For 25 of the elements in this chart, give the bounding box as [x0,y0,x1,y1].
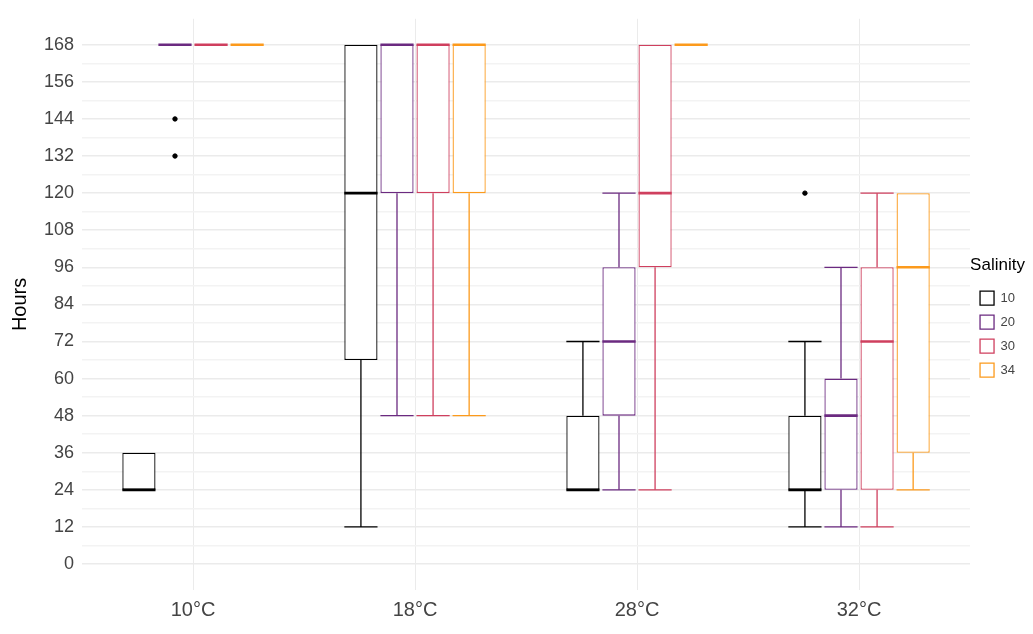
y-tick-label: 156 [43,70,75,91]
y-tick-label: 132 [43,145,75,166]
x-tick-label: 28°C [614,597,660,620]
y-tick-label: 108 [43,219,75,240]
x-tick-label: 10°C [170,597,216,620]
y-tick-label: 72 [54,330,75,351]
legend-title: Salinity [970,254,1026,274]
y-tick-label: 48 [54,404,75,425]
legend-label: 20 [1000,313,1016,329]
y-tick-label: 24 [54,478,75,499]
y-tick-label: 12 [54,515,75,536]
y-tick-label: 0 [64,553,75,574]
x-tick-label: 32°C [836,597,882,620]
y-tick-label: 120 [43,182,75,203]
y-tick-label: 60 [54,367,75,388]
y-tick-label: 96 [54,256,75,277]
y-axis-title: Hours [7,277,30,332]
x-tick-label: 18°C [392,597,438,620]
legend-label: 34 [1000,361,1016,377]
y-tick-label: 84 [54,293,75,314]
y-tick-label: 144 [43,107,75,128]
legend-label: 10 [1000,289,1016,305]
y-tick-label: 36 [54,441,75,462]
legend-label: 30 [1000,337,1016,353]
y-tick-label: 168 [43,33,75,54]
